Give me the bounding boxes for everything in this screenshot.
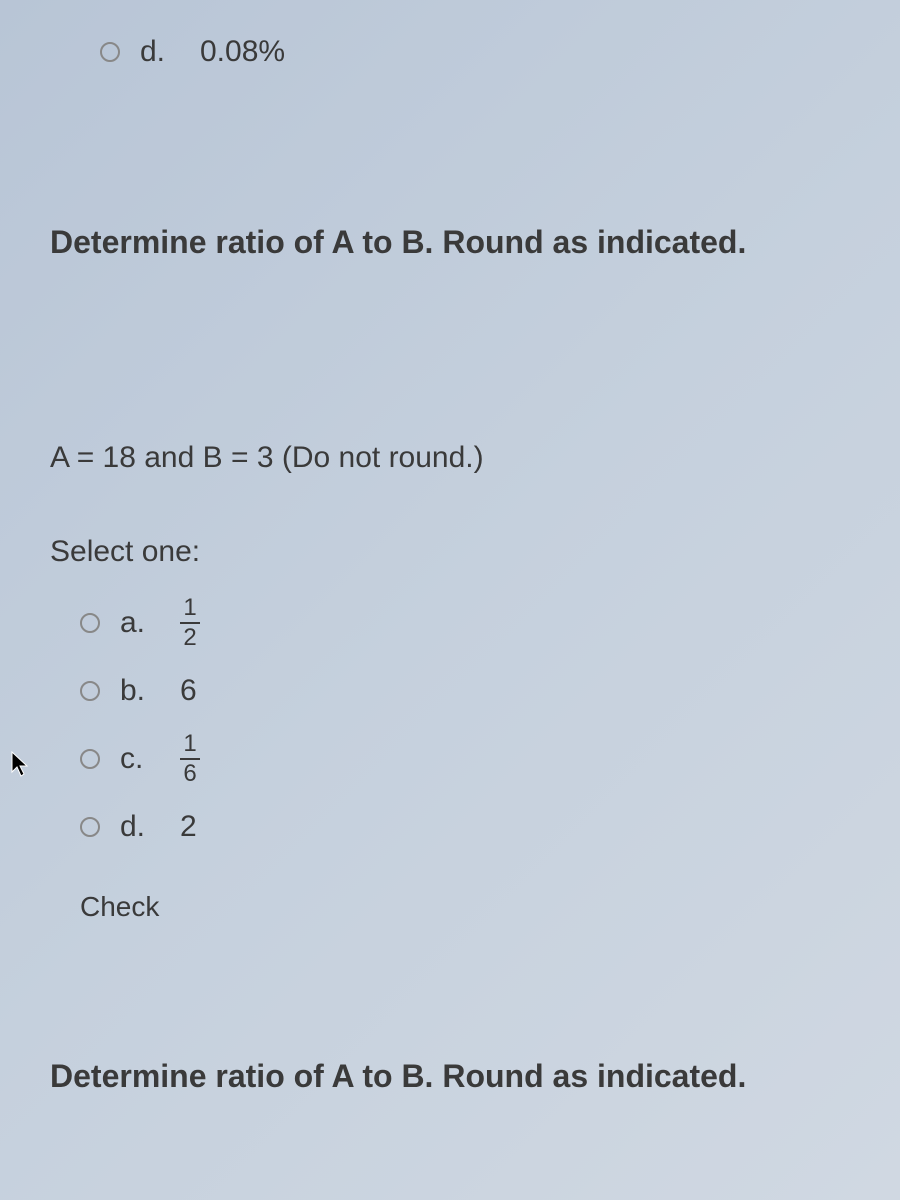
option-letter: a. [120, 606, 160, 640]
radio-b[interactable] [80, 681, 100, 701]
previous-option-d[interactable]: d. 0.08% [50, 0, 850, 69]
select-one-label: Select one: [50, 535, 850, 569]
option-c-fraction: 1 6 [180, 732, 200, 786]
question-title: Determine ratio of A to B. Round as indi… [50, 224, 850, 261]
option-c[interactable]: c. 1 6 [50, 720, 850, 798]
check-button[interactable]: Check [80, 891, 159, 923]
option-b-value: 6 [180, 674, 197, 708]
option-a[interactable]: a. 1 2 [50, 584, 850, 662]
option-b[interactable]: b. 6 [50, 662, 850, 720]
question-body: A = 18 and B = 3 (Do not round.) [50, 441, 850, 475]
fraction-denominator: 2 [180, 622, 200, 650]
option-letter: c. [120, 742, 160, 776]
fraction-numerator: 1 [183, 732, 196, 758]
option-letter: d. [120, 810, 160, 844]
option-d-value: 2 [180, 810, 197, 844]
fraction-numerator: 1 [183, 596, 196, 622]
radio-prev-d[interactable] [100, 42, 120, 62]
option-value: 0.08% [200, 35, 285, 69]
mouse-cursor [10, 750, 30, 785]
option-a-fraction: 1 2 [180, 596, 200, 650]
options-group: a. 1 2 b. 6 c. 1 6 d. 2 [50, 584, 850, 856]
radio-a[interactable] [80, 613, 100, 633]
radio-d[interactable] [80, 817, 100, 837]
option-letter: d. [140, 35, 180, 69]
fraction-denominator: 6 [180, 758, 200, 786]
option-letter: b. [120, 674, 160, 708]
next-question-title: Determine ratio of A to B. Round as indi… [50, 1058, 850, 1095]
option-d[interactable]: d. 2 [50, 798, 850, 856]
radio-c[interactable] [80, 749, 100, 769]
